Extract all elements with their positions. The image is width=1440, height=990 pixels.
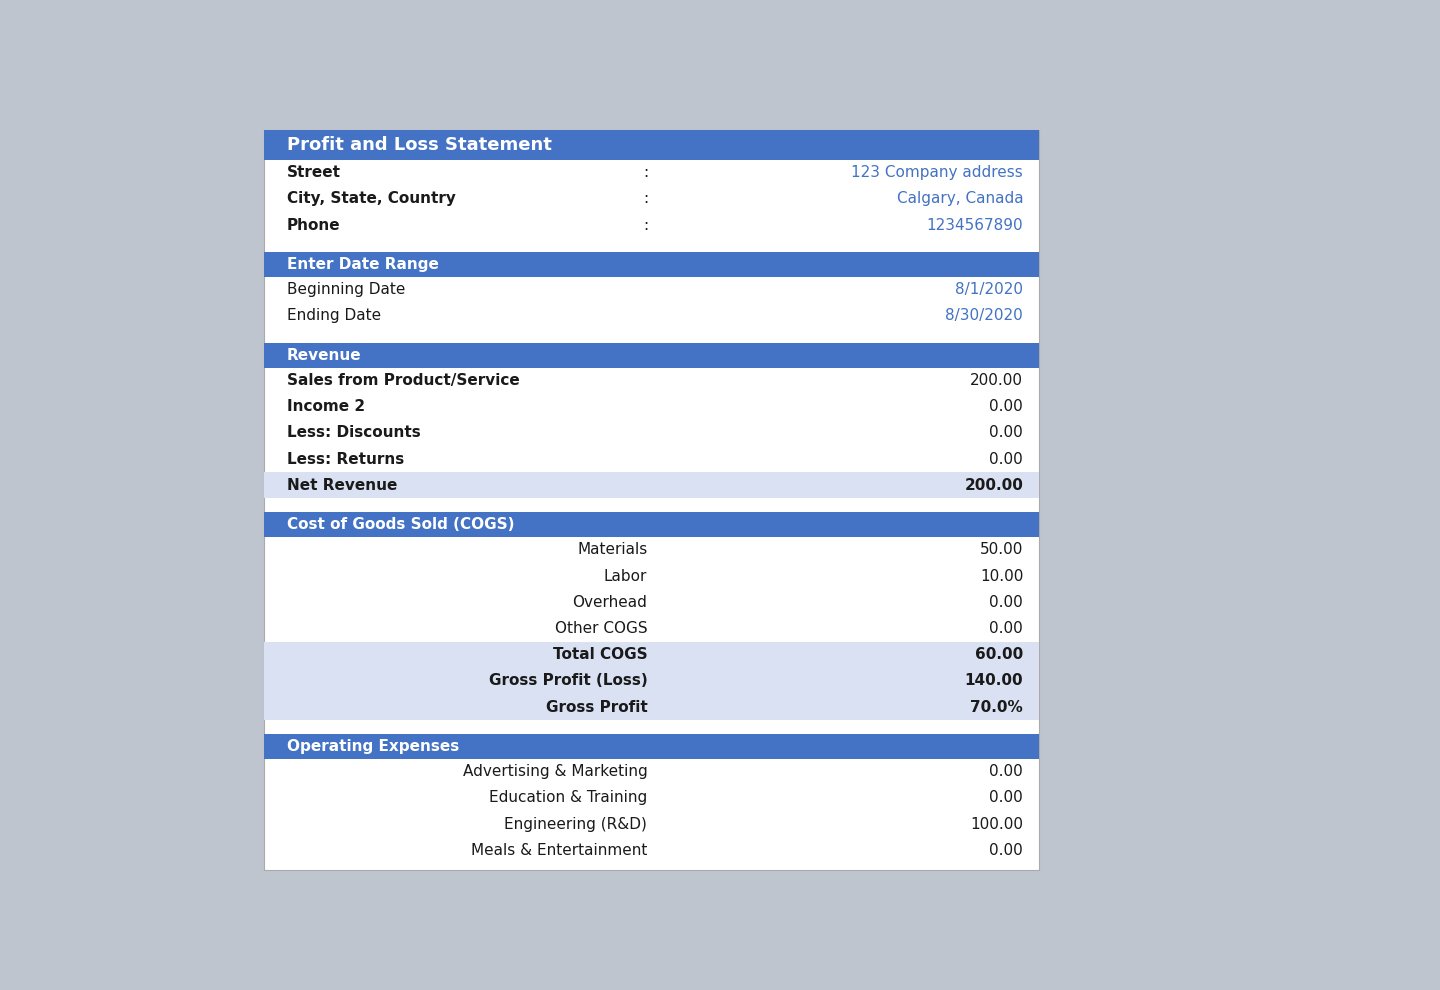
- Text: Total COGS: Total COGS: [553, 647, 648, 662]
- FancyBboxPatch shape: [264, 343, 1038, 367]
- Text: Overhead: Overhead: [573, 595, 648, 610]
- FancyBboxPatch shape: [264, 252, 1038, 276]
- Text: 0.00: 0.00: [989, 399, 1024, 414]
- Text: Advertising & Marketing: Advertising & Marketing: [462, 764, 648, 779]
- Text: City, State, Country: City, State, Country: [287, 191, 456, 206]
- Text: 200.00: 200.00: [965, 478, 1024, 493]
- FancyBboxPatch shape: [264, 131, 1038, 869]
- Text: Ending Date: Ending Date: [287, 309, 382, 324]
- Text: 123 Company address: 123 Company address: [851, 165, 1024, 180]
- Text: 0.00: 0.00: [989, 451, 1024, 466]
- Text: Beginning Date: Beginning Date: [287, 282, 405, 297]
- Text: Labor: Labor: [603, 568, 648, 584]
- Text: Less: Returns: Less: Returns: [287, 451, 405, 466]
- Text: Sales from Product/Service: Sales from Product/Service: [287, 373, 520, 388]
- Text: 0.00: 0.00: [989, 621, 1024, 636]
- Text: Net Revenue: Net Revenue: [287, 478, 397, 493]
- Text: Gross Profit (Loss): Gross Profit (Loss): [488, 673, 648, 688]
- Text: 8/30/2020: 8/30/2020: [946, 309, 1024, 324]
- Text: :: :: [644, 165, 648, 180]
- Text: 0.00: 0.00: [989, 595, 1024, 610]
- Text: Enter Date Range: Enter Date Range: [287, 256, 439, 272]
- Text: :: :: [644, 218, 648, 233]
- Text: Street: Street: [287, 165, 341, 180]
- Text: 140.00: 140.00: [965, 673, 1024, 688]
- Text: Income 2: Income 2: [287, 399, 366, 414]
- Text: Profit and Loss Statement: Profit and Loss Statement: [287, 136, 552, 154]
- Text: 50.00: 50.00: [979, 543, 1024, 557]
- Text: 0.00: 0.00: [989, 426, 1024, 441]
- Text: Operating Expenses: Operating Expenses: [287, 739, 459, 753]
- FancyBboxPatch shape: [264, 472, 1038, 498]
- Text: 100.00: 100.00: [971, 817, 1024, 832]
- Text: Gross Profit: Gross Profit: [546, 700, 648, 715]
- Text: Revenue: Revenue: [287, 347, 361, 362]
- Text: 70.0%: 70.0%: [971, 700, 1024, 715]
- Text: Calgary, Canada: Calgary, Canada: [897, 191, 1024, 206]
- Text: 10.00: 10.00: [979, 568, 1024, 584]
- Text: 60.00: 60.00: [975, 647, 1024, 662]
- Text: 0.00: 0.00: [989, 764, 1024, 779]
- Text: :: :: [644, 191, 648, 206]
- FancyBboxPatch shape: [264, 512, 1038, 537]
- Text: 8/1/2020: 8/1/2020: [955, 282, 1024, 297]
- Text: 0.00: 0.00: [989, 790, 1024, 806]
- Text: Materials: Materials: [577, 543, 648, 557]
- FancyBboxPatch shape: [264, 734, 1038, 758]
- FancyBboxPatch shape: [264, 642, 1038, 720]
- FancyBboxPatch shape: [264, 131, 1038, 159]
- Text: Cost of Goods Sold (COGS): Cost of Goods Sold (COGS): [287, 517, 514, 532]
- Text: Phone: Phone: [287, 218, 341, 233]
- Text: 1234567890: 1234567890: [926, 218, 1024, 233]
- Text: Education & Training: Education & Training: [490, 790, 648, 806]
- Text: Other COGS: Other COGS: [554, 621, 648, 636]
- Text: Engineering (R&D): Engineering (R&D): [504, 817, 648, 832]
- Text: Less: Discounts: Less: Discounts: [287, 426, 420, 441]
- Text: 200.00: 200.00: [971, 373, 1024, 388]
- Text: Meals & Entertainment: Meals & Entertainment: [471, 842, 648, 857]
- Text: 0.00: 0.00: [989, 842, 1024, 857]
